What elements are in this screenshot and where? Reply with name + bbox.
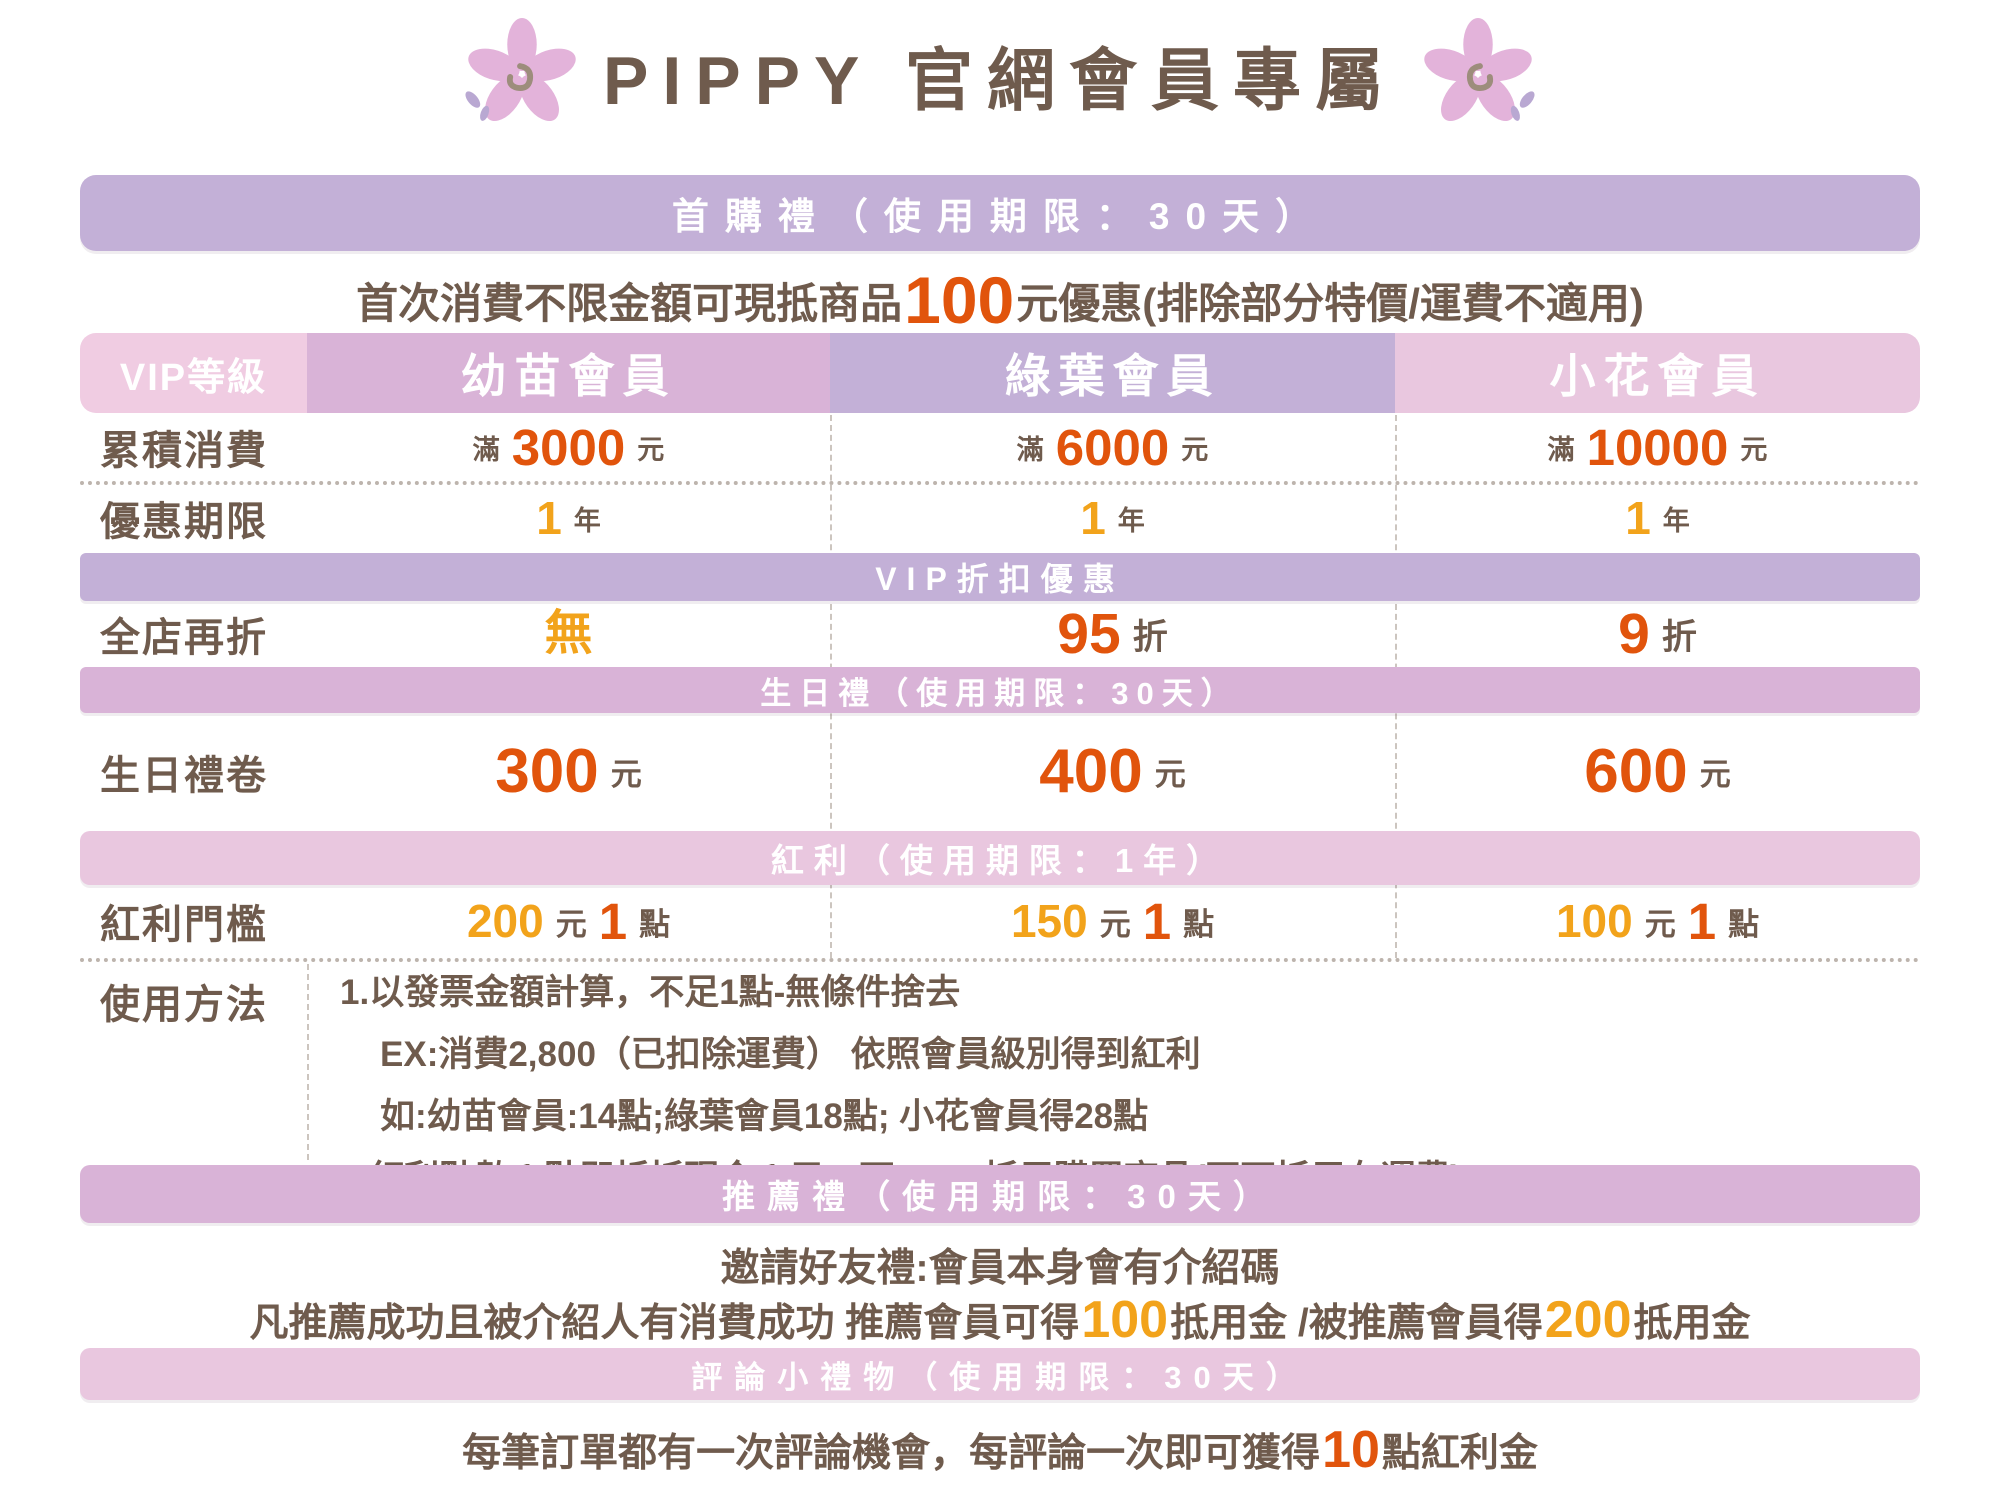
review-reward-note: 每筆訂單都有一次評論機會，每評論一次即可獲得 10 點紅利金 [462, 1421, 1538, 1479]
page-title: PIPPY 官網會員專屬 [603, 42, 1397, 119]
header-tier-little-flower: 小花會員 [1395, 333, 1920, 413]
banner-bonus-points-label: 紅利（使用期限：1年） [770, 842, 1230, 879]
banner-referral-gift-label: 推薦禮（使用期限：30天） [722, 1178, 1278, 1215]
row-divider [80, 481, 1920, 485]
flower-icon [1424, 17, 1535, 122]
row-label: 全店再折 [100, 616, 268, 660]
row-label: 使用方法 [100, 983, 268, 1027]
usage-line: EX:消費2,800（已扣除運費） 依照會員級別得到紅利 [380, 1035, 1201, 1074]
cell-period-tier3: 1 年 [1625, 492, 1690, 544]
banner-review-gift: 評論小禮物（使用期限：30天） [80, 1348, 1920, 1400]
banner-birthday-gift-label: 生日禮（使用期限：30天） [760, 675, 1240, 711]
referral-amount: 200 [1544, 1291, 1632, 1349]
table-row-accumulated-spend: 累積消費 滿 3000 元 滿 6000 元 滿 10000 元 [0, 413, 2000, 481]
referral-reward-note: 凡推薦成功且被介紹人有消費成功 推薦會員可得 100 抵用金 /被推薦會員得 200 抵… [249, 1291, 1751, 1349]
cell-accumulated-tier1: 滿 3000 元 [472, 418, 665, 476]
cell-threshold-tier2: 150 元 1 點 [1010, 892, 1215, 950]
row-label: 生日禮卷 [100, 753, 268, 798]
note-text: 首次消費不限金額可現抵商品 [356, 279, 903, 327]
table-row-birthday-voucher: 生日禮卷 300 元 400 元 600 元 [0, 712, 2000, 831]
header-tier-seedling: 幼苗會員 [307, 333, 830, 413]
note-amount: 100 [904, 263, 1015, 337]
first-purchase-note: 首次消費不限金額可現抵商品 100 元優惠(排除部分特價/運費不適用) [0, 255, 2000, 345]
cell-voucher-tier1: 300 元 [495, 736, 642, 806]
table-row-bonus-threshold: 紅利門檻 200 元 1 點 150 元 1 點 100 元 1 點 [0, 884, 2000, 958]
cell-discount-tier3: 9 折 [1618, 601, 1697, 666]
banner-referral-gift: 推薦禮（使用期限：30天） [80, 1165, 1920, 1223]
column-divider [307, 964, 309, 1160]
cell-voucher-tier3: 600 元 [1584, 736, 1731, 806]
tier-header-row: VIP等級 幼苗會員 綠葉會員 小花會員 [80, 333, 1920, 413]
review-amount: 10 [1322, 1421, 1380, 1479]
table-row-store-discount: 全店再折 無 95 折 9 折 [0, 601, 2000, 667]
cell-discount-tier1: 無 [544, 607, 593, 660]
cell-accumulated-tier3: 滿 10000 元 [1547, 418, 1768, 476]
cell-voucher-tier2: 400 元 [1039, 736, 1186, 806]
banner-birthday-gift: 生日禮（使用期限：30天） [80, 667, 1920, 713]
banner-bonus-points: 紅利（使用期限：1年） [80, 831, 1920, 885]
cell-period-tier2: 1 年 [1080, 492, 1145, 544]
page-header: PIPPY 官網會員專屬 [0, 14, 2000, 134]
usage-line: 如:幼苗會員:14點;綠葉會員18點; 小花會員得28點 [380, 1097, 1149, 1136]
flower-icon [465, 17, 576, 122]
header-tier-green-leaf: 綠葉會員 [830, 333, 1395, 413]
cell-threshold-tier1: 200 元 1 點 [466, 892, 671, 950]
note-text: 元優惠(排除部分特價/運費不適用) [1016, 279, 1644, 327]
banner-first-purchase-label: 首購禮（使用期限：30天） [671, 196, 1329, 237]
cell-threshold-tier3: 100 元 1 點 [1555, 892, 1760, 950]
banner-vip-discount: VIP折扣優惠 [80, 553, 1920, 601]
row-label: 累積消費 [100, 429, 268, 473]
referral-amount: 100 [1081, 1291, 1169, 1349]
banner-first-purchase: 首購禮（使用期限：30天） [80, 175, 1920, 251]
row-divider [80, 958, 1920, 962]
row-label: 紅利門檻 [100, 903, 268, 947]
cell-accumulated-tier2: 滿 6000 元 [1016, 418, 1209, 476]
table-row-benefit-period: 優惠期限 1 年 1 年 1 年 [0, 483, 2000, 553]
table-row-usage-instructions: 使用方法 1.以發票金額計算，不足1點-無條件捨去 EX:消費2,800（已扣除… [0, 958, 2000, 1198]
cell-discount-tier2: 95 折 [1057, 601, 1168, 666]
row-label: 優惠期限 [100, 500, 268, 544]
banner-vip-discount-label: VIP折扣優惠 [875, 561, 1125, 597]
referral-invite-note: 邀請好友禮:會員本身會有介紹碼 [720, 1247, 1280, 1290]
usage-line: 1.以發票金額計算，不足1點-無條件捨去 [340, 973, 961, 1012]
banner-review-gift-label: 評論小禮物（使用期限：30天） [691, 1359, 1309, 1395]
cell-period-tier1: 1 年 [536, 492, 601, 544]
header-vip-level: VIP等級 [80, 333, 307, 413]
